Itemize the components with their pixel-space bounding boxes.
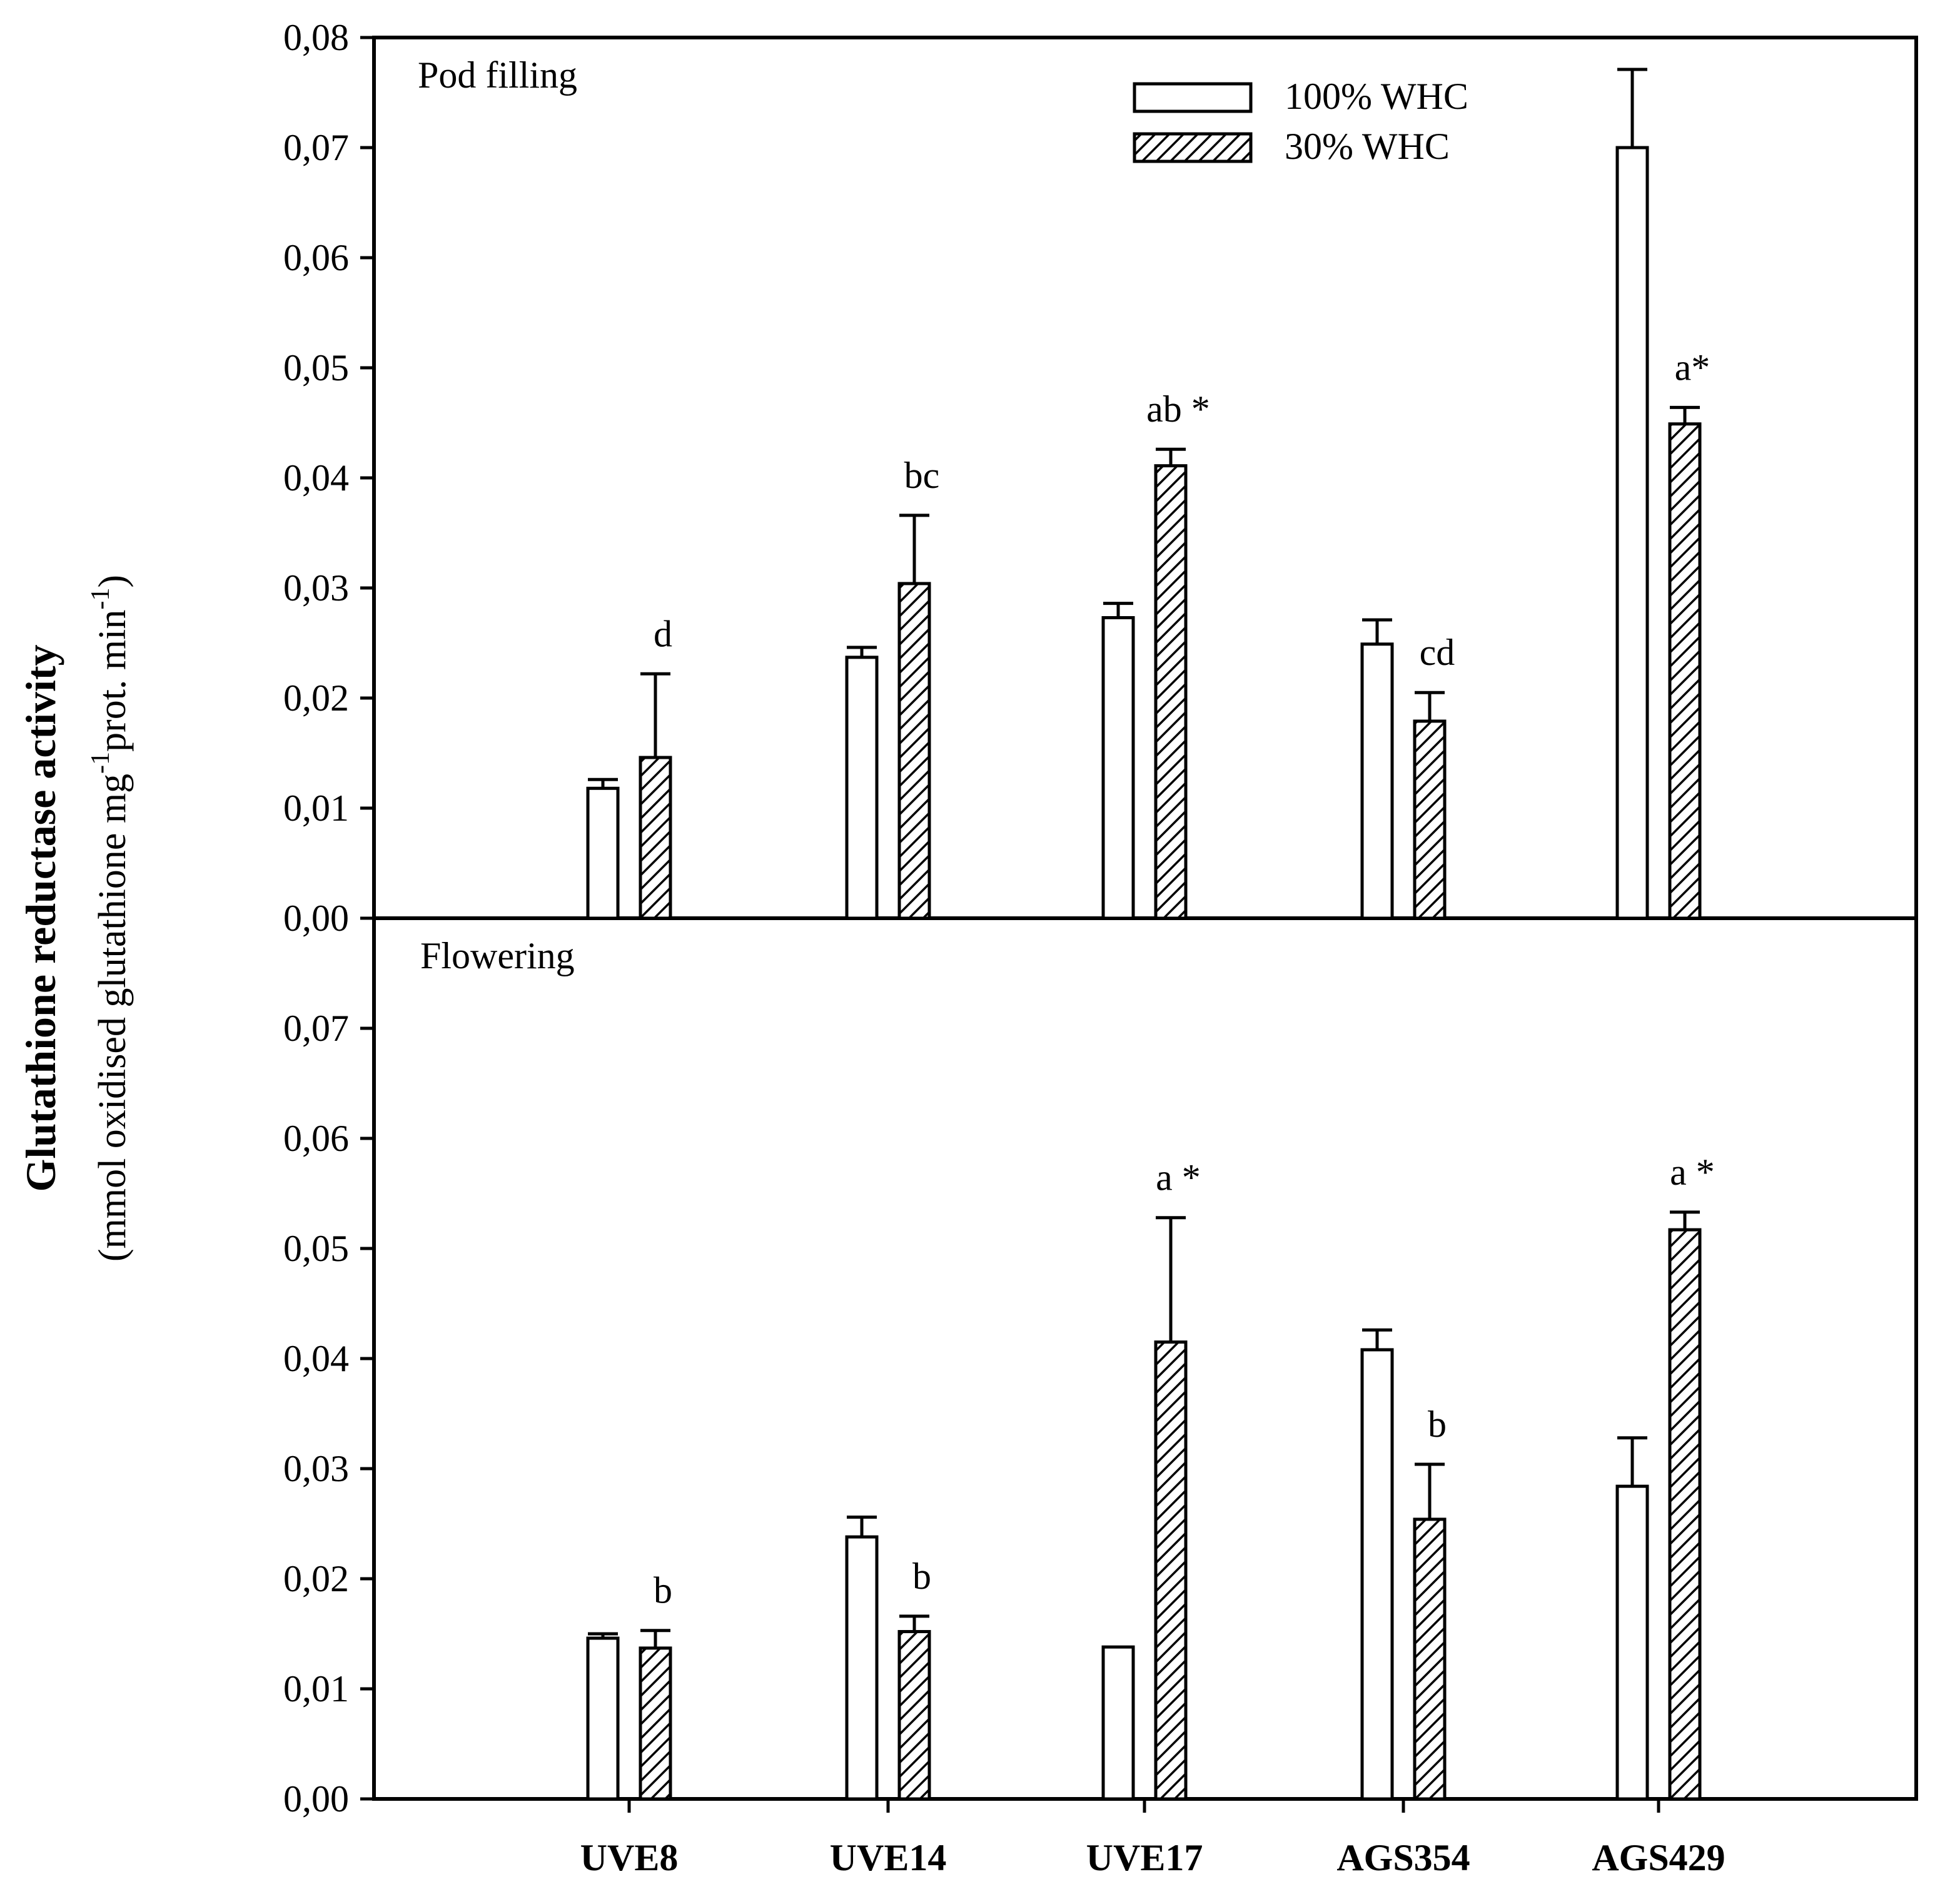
y-tick-label-flowering: 0,02 [283, 1558, 349, 1599]
x-tick-label-ags429: AGS429 [1592, 1837, 1725, 1878]
legend-label-100-whc: 100% WHC [1285, 76, 1468, 117]
significance-label-pod-filling: d [654, 613, 672, 654]
y-tick-label-flowering: 0,05 [283, 1228, 349, 1269]
y-axis-label-unit: (mmol oxidised glutathione mg-1prot. min… [86, 575, 134, 1262]
bar-flowering-ags429-100whc [1615, 1484, 1649, 1801]
significance-label-flowering: b [654, 1570, 672, 1611]
panel-flowering: 0,00 0,01 0,02 0,03 0,04 0,05 0,06 0,07 b b a * b a … [283, 1008, 1715, 1820]
y-unit-sup-2: -1 [86, 588, 115, 610]
y-unit-mid: prot. min [91, 610, 134, 752]
y-tick-label-pod-filling: 0,02 [283, 677, 349, 719]
bar-flowering-uve17-30whc [1154, 1340, 1188, 1801]
significance-label-flowering: a * [1670, 1152, 1715, 1193]
panel-pod-filling: 0,00 0,01 0,02 0,03 0,04 0,05 0,06 0,07 0,08 d bc a… [283, 17, 1710, 939]
legend: 100% WHC 30% WHC [1133, 76, 1468, 167]
bar-pod-filling-ags429-100whc [1615, 146, 1649, 920]
y-tick-label-flowering: 0,00 [283, 1778, 349, 1820]
y-tick-label-flowering: 0,03 [283, 1448, 349, 1489]
y-tick-label-pod-filling: 0,08 [283, 17, 349, 58]
y-axis-label-main: Glutathione reductase activity [17, 644, 64, 1192]
bar-pod-filling-ags429-30whc [1668, 422, 1702, 920]
x-tick-label-uve17: UVE17 [1086, 1837, 1203, 1878]
bar-flowering-uve14-30whc [897, 1629, 931, 1801]
bar-flowering-ags354-30whc [1413, 1517, 1447, 1801]
legend-label-30-whc: 30% WHC [1285, 126, 1450, 167]
significance-label-flowering: a * [1156, 1157, 1201, 1198]
legend-swatch-100-whc [1133, 82, 1253, 113]
bar-flowering-uve14-100whc [845, 1535, 879, 1801]
bar-pod-filling-uve17-100whc [1101, 616, 1135, 920]
y-tick-label-flowering: 0,01 [283, 1668, 349, 1709]
y-tick-label-flowering: 0,06 [283, 1118, 349, 1159]
panel-label-bottom: Flowering [420, 935, 575, 976]
panel-label-top: Pod filling [418, 54, 577, 96]
bar-pod-filling-uve17-30whc [1154, 464, 1188, 920]
y-tick-label-pod-filling: 0,01 [283, 787, 349, 829]
bar-flowering-uve17-100whc [1101, 1645, 1135, 1801]
bar-pod-filling-uve14-100whc [845, 656, 879, 920]
y-unit-sup-1: -1 [86, 752, 115, 774]
bar-flowering-ags354-100whc [1360, 1348, 1394, 1801]
x-tick-label-uve14: UVE14 [830, 1837, 947, 1878]
y-tick-label-pod-filling: 0,04 [283, 457, 349, 499]
y-tick-label-pod-filling: 0,03 [283, 567, 349, 609]
y-axis-title: Glutathione reductase activity (mmol oxi… [17, 575, 134, 1262]
bar-pod-filling-uve14-30whc [897, 582, 931, 920]
significance-label-pod-filling: cd [1420, 632, 1455, 673]
x-tick-label-ags354: AGS354 [1336, 1837, 1470, 1878]
y-unit-suffix: ) [91, 575, 134, 588]
bar-flowering-uve8-100whc [586, 1636, 620, 1801]
x-axis-labels: UVE8 UVE14 UVE17 AGS354 AGS429 [580, 1837, 1725, 1878]
y-tick-label-flowering: 0,07 [283, 1008, 349, 1049]
bar-pod-filling-uve8-100whc [586, 786, 620, 920]
significance-label-pod-filling: bc [904, 455, 940, 496]
significance-label-flowering: b [1428, 1404, 1447, 1445]
bar-pod-filling-ags354-30whc [1413, 719, 1447, 920]
bar-pod-filling-ags354-100whc [1360, 642, 1394, 920]
significance-label-pod-filling: a* [1675, 347, 1710, 388]
significance-label-pod-filling: ab * [1146, 388, 1210, 430]
bar-pod-filling-uve8-30whc [639, 756, 672, 920]
y-tick-label-pod-filling: 0,06 [283, 237, 349, 278]
y-tick-label-pod-filling: 0,07 [283, 127, 349, 168]
y-tick-label-pod-filling: 0,05 [283, 347, 349, 388]
bar-flowering-uve8-30whc [639, 1646, 672, 1801]
legend-swatch-30-whc [1133, 132, 1253, 163]
significance-label-flowering: b [912, 1556, 931, 1597]
y-tick-label-pod-filling: 0,00 [283, 898, 349, 939]
y-unit-prefix: (mmol oxidised glutathione mg [91, 774, 134, 1262]
bar-flowering-ags429-30whc [1668, 1228, 1702, 1801]
y-tick-label-flowering: 0,04 [283, 1338, 349, 1379]
x-tick-label-uve8: UVE8 [580, 1837, 679, 1878]
